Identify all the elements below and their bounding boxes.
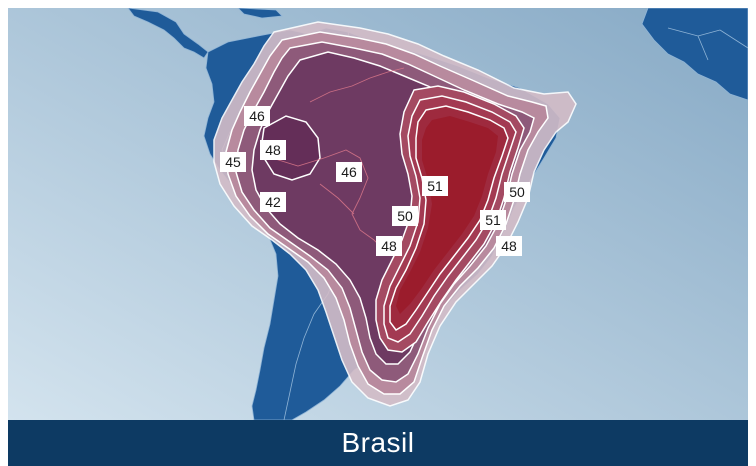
- coverage-map: 46 48 45 46 42 51: [8, 8, 748, 420]
- contour-label-46-north: 46: [244, 106, 270, 126]
- svg-text:50: 50: [397, 208, 413, 224]
- contour-label-48-east: 48: [496, 236, 522, 256]
- contour-label-46-center: 46: [336, 162, 362, 182]
- region-title-bar: Brasil: [8, 420, 748, 466]
- contour-label-48-west: 48: [260, 140, 286, 160]
- svg-text:48: 48: [265, 142, 281, 158]
- contour-label-51-east: 51: [480, 210, 506, 230]
- africa-borders: [667, 27, 748, 61]
- svg-text:46: 46: [341, 164, 357, 180]
- contour-label-51-center: 51: [422, 176, 448, 196]
- svg-text:51: 51: [485, 212, 501, 228]
- contour-label-45-west: 45: [220, 152, 246, 172]
- region-title: Brasil: [341, 427, 415, 458]
- contour-label-50-east: 50: [504, 182, 530, 202]
- contour-label-48-center: 48: [376, 236, 402, 256]
- contour-label-42-west: 42: [260, 192, 286, 212]
- svg-text:48: 48: [381, 238, 397, 254]
- svg-text:48: 48: [501, 238, 517, 254]
- svg-text:42: 42: [265, 194, 281, 210]
- svg-text:46: 46: [249, 108, 265, 124]
- coverage-contour-core: [396, 116, 498, 314]
- caribbean-island: [237, 8, 283, 19]
- contour-label-50-center: 50: [392, 206, 418, 226]
- central-america-landmass: [127, 8, 209, 59]
- svg-text:50: 50: [509, 184, 525, 200]
- coverage-map-svg: 46 48 45 46 42 51: [8, 8, 748, 420]
- svg-text:45: 45: [225, 154, 241, 170]
- region-borders-overlay: [271, 67, 405, 253]
- svg-text:51: 51: [427, 178, 443, 194]
